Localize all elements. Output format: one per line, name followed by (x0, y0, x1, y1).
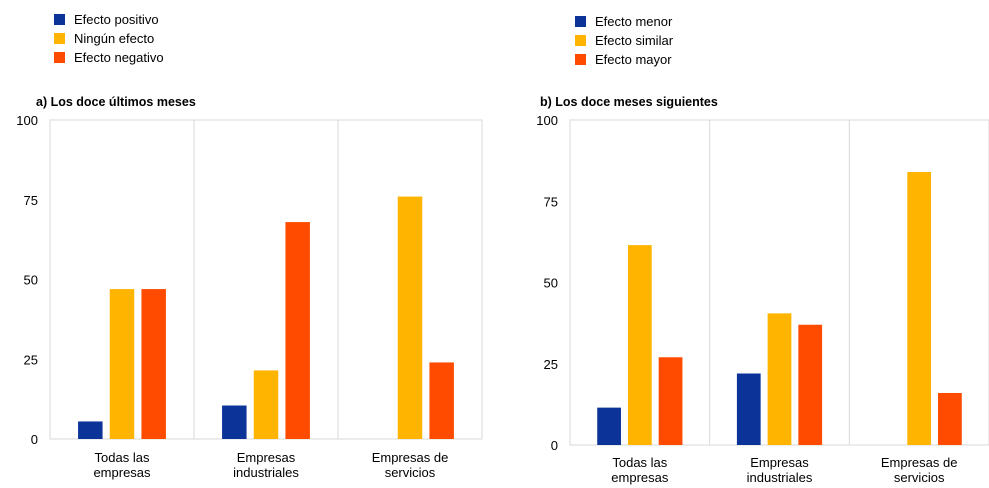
y-tick-label: 25 (24, 352, 38, 367)
legend-label: Efecto menor (595, 14, 673, 29)
legend-item: Efecto negativo (54, 48, 164, 67)
bar (285, 222, 310, 439)
y-tick-label: 0 (551, 438, 558, 453)
x-tick-label: servicios (385, 465, 436, 480)
bar (938, 393, 962, 445)
bar (767, 313, 792, 445)
bar (109, 289, 135, 439)
bar (141, 289, 166, 439)
bar (397, 196, 423, 439)
legend-swatch-orange (575, 54, 586, 65)
legend-swatch-yellow (54, 33, 65, 44)
legend-a: Efecto positivo Ningún efecto Efecto neg… (54, 10, 164, 67)
bar (736, 373, 761, 445)
x-tick-label: Empresas (750, 455, 809, 470)
bar (253, 370, 279, 439)
legend-swatch-orange (54, 52, 65, 63)
legend-item: Ningún efecto (54, 29, 164, 48)
legend-swatch-yellow (575, 35, 586, 46)
legend-item: Efecto similar (575, 31, 673, 50)
x-tick-label: Empresas de (372, 450, 449, 465)
legend-swatch-blue (54, 14, 65, 25)
bar (658, 357, 683, 445)
legend-item: Efecto positivo (54, 10, 164, 29)
x-tick-label: Empresas (237, 450, 296, 465)
y-tick-label: 100 (536, 113, 558, 128)
legend-label: Efecto negativo (74, 50, 164, 65)
x-tick-label: Empresas de (881, 455, 958, 470)
legend-label: Ningún efecto (74, 31, 155, 46)
x-tick-label: Todas las (95, 450, 150, 465)
legend-item: Efecto menor (575, 12, 673, 31)
x-tick-label: industriales (747, 470, 813, 485)
bar (78, 421, 103, 439)
y-tick-label: 100 (16, 113, 38, 128)
x-tick-label: servicios (894, 470, 945, 485)
legend-b: Efecto menor Efecto similar Efecto mayor (575, 12, 673, 69)
panel-title-a: a) Los doce últimos meses (36, 95, 196, 109)
y-tick-label: 50 (544, 276, 558, 291)
y-tick-label: 75 (24, 193, 38, 208)
y-tick-label: 0 (31, 432, 38, 447)
x-tick-label: empresas (611, 470, 669, 485)
legend-label: Efecto positivo (74, 12, 159, 27)
bar (798, 324, 823, 445)
x-tick-label: empresas (93, 465, 151, 480)
y-tick-label: 75 (544, 194, 558, 209)
bar (222, 405, 247, 439)
bar (429, 362, 454, 439)
y-tick-label: 50 (24, 273, 38, 288)
x-tick-label: industriales (233, 465, 299, 480)
x-tick-label: Todas las (612, 455, 667, 470)
bar (597, 407, 621, 445)
legend-label: Efecto similar (595, 33, 674, 48)
bar (627, 245, 652, 445)
y-tick-label: 25 (544, 357, 558, 372)
legend-item: Efecto mayor (575, 50, 673, 69)
legend-swatch-blue (575, 16, 586, 27)
panel-title-b: b) Los doce meses siguientes (540, 95, 718, 109)
legend-label: Efecto mayor (595, 52, 672, 67)
bar (907, 172, 932, 445)
